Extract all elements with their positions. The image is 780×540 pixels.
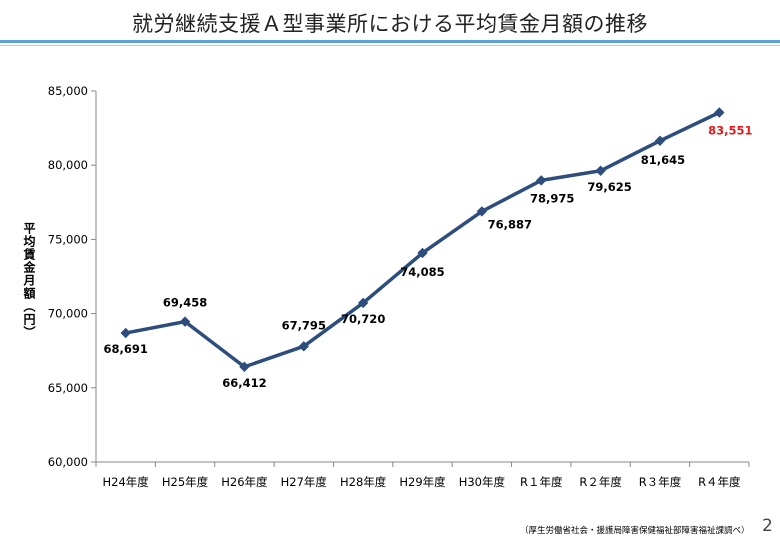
data-label: 69,458 (163, 296, 207, 310)
data-point-marker (179, 316, 191, 327)
x-tick-label: H29年度 (399, 475, 446, 489)
data-point-marker (714, 107, 725, 118)
x-tick-label: H25年度 (162, 475, 209, 489)
data-point-marker (476, 206, 488, 217)
x-tick-label: H26年度 (221, 475, 268, 489)
x-tick-label: H28年度 (340, 475, 387, 489)
y-axis-label: 平均賃金月額（円） (22, 222, 36, 339)
x-tick-label: R４年度 (698, 475, 741, 489)
data-point-marker (654, 135, 666, 146)
data-point-marker (239, 361, 250, 373)
data-label: 81,645 (641, 153, 685, 167)
x-tick-label: R２年度 (579, 475, 622, 489)
data-point-marker (120, 327, 131, 339)
x-tick-label: H24年度 (103, 475, 150, 489)
data-label: 83,551 (708, 124, 752, 138)
data-point-marker (536, 175, 547, 186)
series-line (125, 110, 721, 369)
y-tick-label: 70,000 (48, 307, 88, 321)
y-tick-label: 85,000 (48, 84, 88, 98)
data-label: 66,412 (222, 376, 266, 390)
data-point-marker (417, 247, 428, 259)
title-divider (0, 40, 780, 43)
data-label: 68,691 (103, 342, 147, 356)
x-tick-label: R３年度 (639, 475, 682, 489)
data-label: 79,625 (587, 180, 631, 194)
data-label: 78,975 (530, 191, 574, 205)
data-label: 74,085 (400, 265, 444, 279)
y-tick-label: 80,000 (48, 158, 88, 172)
x-tick-label: H30年度 (459, 475, 506, 489)
y-tick-label: 60,000 (48, 455, 88, 469)
data-label: 70,720 (341, 312, 385, 326)
source-note: （厚生労働省社会・援護局障害保健福祉部障害福祉課調べ） (520, 526, 750, 536)
data-point-marker (298, 341, 309, 352)
y-tick-label: 75,000 (48, 232, 88, 246)
x-tick-label: R１年度 (520, 475, 563, 489)
data-label: 76,887 (488, 217, 532, 231)
slide-title: 就労継続支援Ａ型事業所における平均賃金月額の推移 (132, 12, 648, 36)
y-tick-label: 65,000 (48, 381, 88, 395)
data-point-marker (595, 165, 606, 176)
page-number: 2 (762, 516, 773, 536)
data-point-marker (357, 297, 369, 309)
data-label: 67,795 (282, 318, 326, 332)
x-tick-label: H27年度 (281, 475, 328, 489)
title-divider-thin (0, 45, 780, 46)
